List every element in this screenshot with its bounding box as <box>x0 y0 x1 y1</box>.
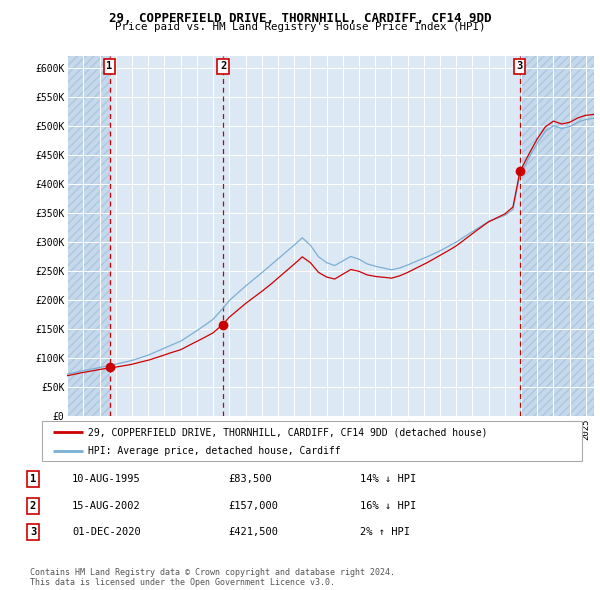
Text: 3: 3 <box>517 61 523 71</box>
Text: 16% ↓ HPI: 16% ↓ HPI <box>360 501 416 510</box>
Text: 29, COPPERFIELD DRIVE, THORNHILL, CARDIFF, CF14 9DD: 29, COPPERFIELD DRIVE, THORNHILL, CARDIF… <box>109 12 491 25</box>
Text: 3: 3 <box>30 527 36 537</box>
Text: Price paid vs. HM Land Registry's House Price Index (HPI): Price paid vs. HM Land Registry's House … <box>115 22 485 32</box>
Text: 29, COPPERFIELD DRIVE, THORNHILL, CARDIFF, CF14 9DD (detached house): 29, COPPERFIELD DRIVE, THORNHILL, CARDIF… <box>88 428 487 438</box>
Bar <box>520 56 594 416</box>
Text: HPI: Average price, detached house, Cardiff: HPI: Average price, detached house, Card… <box>88 447 341 456</box>
Text: Contains HM Land Registry data © Crown copyright and database right 2024.
This d: Contains HM Land Registry data © Crown c… <box>30 568 395 587</box>
Text: 2% ↑ HPI: 2% ↑ HPI <box>360 527 410 537</box>
Text: 1: 1 <box>106 61 113 71</box>
Bar <box>67 56 110 416</box>
FancyBboxPatch shape <box>42 421 582 461</box>
Text: £421,500: £421,500 <box>228 527 278 537</box>
Text: 1: 1 <box>30 474 36 484</box>
Text: 15-AUG-2002: 15-AUG-2002 <box>72 501 141 510</box>
Text: 2: 2 <box>30 501 36 510</box>
Text: 01-DEC-2020: 01-DEC-2020 <box>72 527 141 537</box>
Text: 14% ↓ HPI: 14% ↓ HPI <box>360 474 416 484</box>
Text: 10-AUG-1995: 10-AUG-1995 <box>72 474 141 484</box>
Text: 2: 2 <box>220 61 226 71</box>
Text: £157,000: £157,000 <box>228 501 278 510</box>
Text: £83,500: £83,500 <box>228 474 272 484</box>
